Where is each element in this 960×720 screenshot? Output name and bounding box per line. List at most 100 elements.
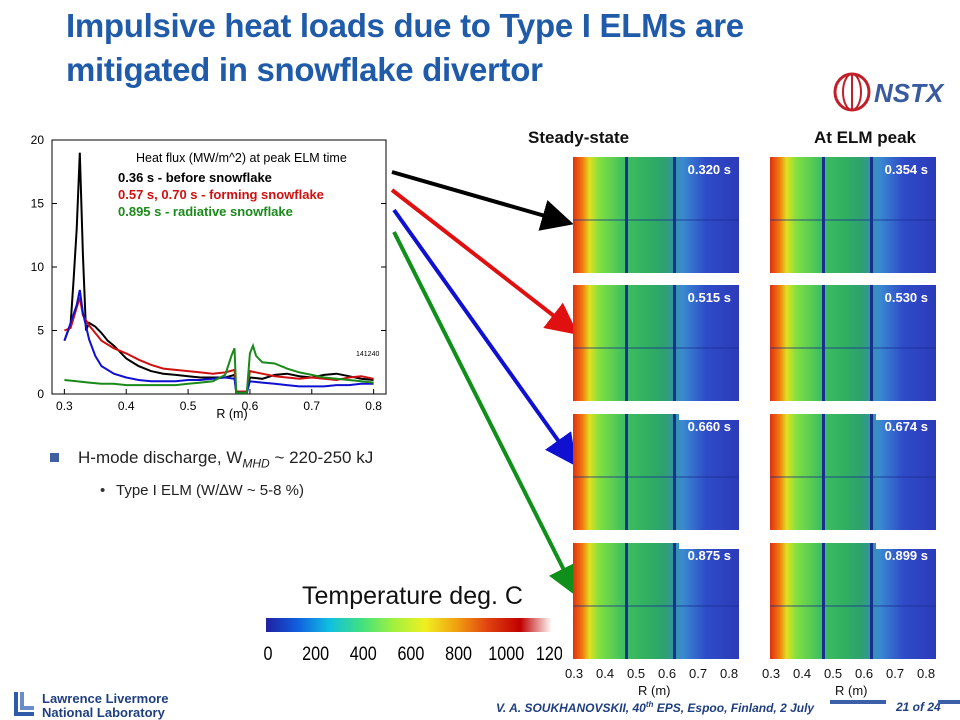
ir-axis-tick-label: 0.7 xyxy=(689,666,708,681)
ir-structure-line xyxy=(573,347,739,349)
series-line-2 xyxy=(64,297,374,393)
y-tick-label: 15 xyxy=(31,197,45,211)
arrow-black xyxy=(391,170,574,231)
legend-entry-2: 0.57 s, 0.70 s - forming snowflake xyxy=(118,187,324,202)
ir-time-label: 0.875 s xyxy=(687,548,731,563)
ir-structure-line xyxy=(822,157,825,273)
ir-panel-steady-1: 0.320 s xyxy=(573,157,739,273)
nstx-logo: NSTX xyxy=(833,72,945,112)
ir-axis-tick-label: 0.3 xyxy=(762,666,781,681)
ir-axis-tick-label: 0.8 xyxy=(720,666,739,681)
ir-image xyxy=(573,414,739,530)
ir-axis-tick-label: 0.5 xyxy=(627,666,646,681)
ir-structure-line xyxy=(770,605,936,607)
ir-time-label: 0.515 s xyxy=(687,290,731,305)
bullet-dot-icon: • xyxy=(100,482,106,500)
ir-structure-line xyxy=(673,543,676,659)
ir-axis-tick-label: 0.7 xyxy=(886,666,905,681)
ir-axis-tick-label: 0.6 xyxy=(658,666,677,681)
bullet-elm-value: W ~ 5-8 %) xyxy=(228,482,304,500)
arrow-blue xyxy=(392,208,577,467)
bullet-hmode-text: H-mode discharge, W xyxy=(78,448,243,467)
ir-panel-elm-4: 0.899 s xyxy=(770,543,936,659)
ir-structure-line xyxy=(625,543,628,659)
ir-structure-line xyxy=(870,543,873,659)
x-axis-label: R (m) xyxy=(216,407,247,421)
y-tick-label: 5 xyxy=(37,324,44,338)
ir-time-label: 0.530 s xyxy=(884,290,928,305)
ir-structure-line xyxy=(770,219,936,221)
colorbar-tick-label: 200 xyxy=(302,643,329,665)
ir-image xyxy=(573,157,739,273)
ir-structure-line xyxy=(822,543,825,659)
ir-structure-line xyxy=(573,605,739,607)
colorbar-tick-label: 0 xyxy=(264,643,273,665)
x-tick-label: 0.6 xyxy=(242,399,259,413)
ir-saturation-edge xyxy=(876,414,936,420)
citation-superscript: th xyxy=(645,700,654,709)
ir-image xyxy=(770,157,936,273)
bullet-elm-text: Type I ELM (W/ xyxy=(116,482,220,500)
ir-axis-tick-label: 0.6 xyxy=(855,666,874,681)
llnl-logo: Lawrence Livermore National Laboratory xyxy=(14,691,168,720)
colorbar-tick-label: 400 xyxy=(350,643,377,665)
ir-image xyxy=(770,285,936,401)
ir-panel-steady-4: 0.875 s xyxy=(573,543,739,659)
llnl-name-line2: National Laboratory xyxy=(42,705,166,720)
ir-structure-line xyxy=(673,414,676,530)
ir-panel-elm-1: 0.354 s xyxy=(770,157,936,273)
footer-bar-right xyxy=(938,700,960,704)
bullet-hmode-subscript: MHD xyxy=(242,456,270,471)
ir-panel-steady-3: 0.660 s xyxy=(573,414,739,530)
title-line-1: Impulsive heat loads due to Type I ELMs … xyxy=(66,7,744,44)
ir-structure-line xyxy=(770,347,936,349)
ir-saturation-edge xyxy=(679,414,739,420)
colorbar-tick-label: 800 xyxy=(445,643,472,665)
chart-frame xyxy=(51,139,387,395)
arrow-green xyxy=(392,231,578,598)
bullet-list: H-mode discharge, WMHD ~ 220-250 kJ • Ty… xyxy=(50,448,373,499)
x-tick-label: 0.3 xyxy=(56,399,73,413)
arrow-red xyxy=(390,188,579,335)
slide-title: Impulsive heat loads due to Type I ELMs … xyxy=(66,4,786,92)
nstx-logo-text: NSTX xyxy=(874,78,945,108)
colorbar-tick-label: 600 xyxy=(397,643,424,665)
ir-structure-line xyxy=(770,476,936,478)
ir-structure-line xyxy=(573,476,739,478)
ir-axis-tick-label: 0.3 xyxy=(565,666,584,681)
ir-image xyxy=(770,414,936,530)
ir-structure-line xyxy=(625,414,628,530)
ir-panel-elm-2: 0.530 s xyxy=(770,285,936,401)
footer-bar xyxy=(830,700,886,704)
citation-text: V. A. SOUKHANOVSKII, 40 xyxy=(496,701,646,715)
title-line-2: mitigated in snowflake divertor xyxy=(66,51,543,88)
ir-time-label: 0.660 s xyxy=(687,419,731,434)
x-tick-label: 0.7 xyxy=(303,399,320,413)
series-line-4 xyxy=(64,342,374,394)
temperature-colorbar xyxy=(266,618,552,632)
y-tick-label: 20 xyxy=(31,133,45,147)
ir-time-label: 0.674 s xyxy=(884,419,928,434)
colorbar-title: Temperature deg. C xyxy=(302,582,523,610)
x-tick-label: 0.4 xyxy=(118,399,135,413)
x-tick-label: 0.5 xyxy=(180,399,197,413)
ir-image xyxy=(573,285,739,401)
llnl-name-line1: Lawrence Livermore xyxy=(42,691,168,706)
series-line-1 xyxy=(63,152,374,394)
shot-number-annotation: 141240 xyxy=(356,351,379,358)
heat-flux-chart: 0 5 10 15 20 0.3 0.4 0.5 0.6 0.7 0.8 Heat flux (M… xyxy=(31,133,387,421)
legend-entry-1: 0.36 s - before snowflake xyxy=(118,170,272,185)
ir-time-label: 0.354 s xyxy=(884,162,928,177)
ir-structure-line xyxy=(673,157,676,273)
ir-panel-steady-2: 0.515 s xyxy=(573,285,739,401)
ir-structure-line xyxy=(625,285,628,401)
ir-time-label: 0.320 s xyxy=(687,162,731,177)
ir-time-label: 0.899 s xyxy=(884,548,928,563)
ir-structure-line xyxy=(870,157,873,273)
bullet-type-elm: • Type I ELM (W/∆W ~ 5-8 %) xyxy=(50,482,373,499)
ir-axis-tick-label: 0.4 xyxy=(596,666,615,681)
ir-structure-line xyxy=(822,414,825,530)
